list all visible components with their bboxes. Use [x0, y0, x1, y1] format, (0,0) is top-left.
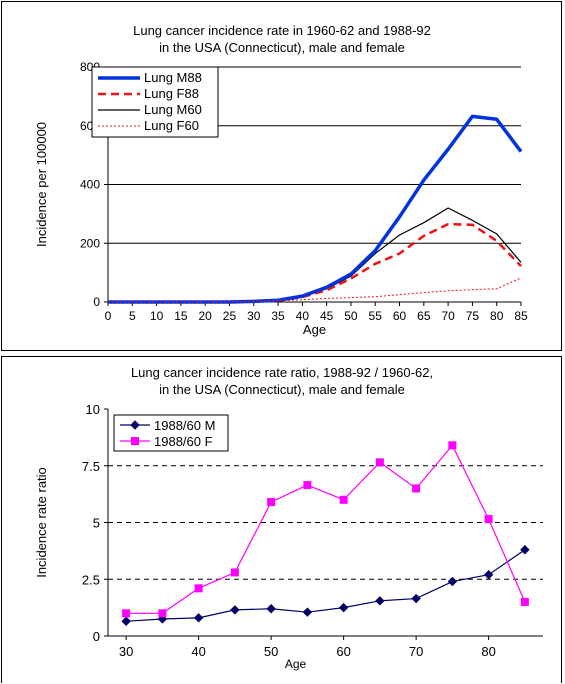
x-axis-label: Age [285, 657, 307, 671]
data-point [447, 576, 458, 587]
y-tick-label: 0 [93, 629, 100, 644]
incidence-chart: Lung cancer incidence rate in 1960-62 an… [34, 23, 528, 337]
x-tick-label: 85 [514, 309, 528, 323]
y-tick-label: 7.5 [82, 459, 100, 474]
x-axis-label: Age [303, 322, 326, 337]
data-point [520, 597, 529, 606]
y-tick-label: 10 [86, 402, 100, 417]
chart-title: Lung cancer incidence rate in 1960-62 an… [133, 23, 431, 38]
x-tick-label: 60 [336, 644, 350, 659]
x-tick-label: 65 [417, 309, 431, 323]
data-point [266, 604, 276, 614]
legend-label: Lung F88 [144, 86, 199, 101]
data-point [302, 607, 313, 617]
series-line-2 [126, 444, 526, 614]
y-axis-label: Incidence per 100000 [34, 122, 49, 247]
chart-subtitle: in the USA (Connecticut), male and femal… [159, 382, 405, 397]
x-tick-label: 0 [105, 309, 112, 323]
x-tick-label: 30 [247, 309, 261, 323]
legend-marker [131, 437, 139, 445]
data-point [483, 570, 494, 580]
x-tick-label: 35 [271, 309, 285, 323]
ratio-chart: Lung cancer incidence rate ratio, 1988-9… [34, 365, 543, 671]
y-tick-label: 5 [93, 516, 100, 531]
data-point [230, 605, 240, 615]
x-tick-label: 20 [198, 309, 212, 323]
data-point [122, 609, 131, 618]
legend-label: Lung F60 [144, 118, 199, 133]
y-tick-label: 2.5 [82, 572, 100, 587]
data-point [411, 593, 421, 604]
series-line-4 [108, 277, 522, 303]
legend-label: Lung M60 [144, 102, 202, 117]
data-point [267, 498, 276, 507]
x-tick-label: 80 [490, 309, 504, 323]
x-tick-label: 45 [320, 309, 334, 323]
y-axis-label: Incidence rate ratio [34, 467, 49, 578]
data-point [448, 441, 457, 450]
series-line-3 [108, 207, 522, 303]
incidence-chart-panel: Lung cancer incidence rate in 1960-62 an… [1, 1, 562, 351]
data-point [230, 568, 239, 577]
data-point [339, 495, 348, 504]
x-tick-label: 50 [344, 309, 358, 323]
y-tick-label: 0 [93, 295, 100, 309]
x-tick-label: 25 [223, 309, 237, 323]
legend-label: Lung M88 [144, 70, 202, 85]
x-tick-label: 50 [264, 644, 278, 659]
x-tick-label: 5 [129, 309, 136, 323]
ratio-chart-panel: Lung cancer incidence rate ratio, 1988-9… [1, 356, 562, 683]
data-point [303, 481, 312, 490]
data-point [375, 458, 384, 467]
x-tick-label: 80 [481, 644, 495, 659]
x-tick-label: 55 [369, 309, 383, 323]
data-point [193, 613, 204, 623]
data-point [484, 515, 493, 524]
data-point [194, 584, 203, 593]
x-tick-label: 15 [174, 309, 188, 323]
data-point [375, 596, 385, 606]
chart-title: Lung cancer incidence rate ratio, 1988-9… [131, 365, 433, 380]
x-tick-label: 75 [466, 309, 480, 323]
data-point [412, 484, 421, 493]
data-point [121, 616, 131, 626]
data-point [158, 609, 167, 618]
series-line-1 [126, 549, 526, 622]
data-point [520, 545, 530, 555]
legend-label: 1988/60 M [154, 418, 215, 433]
x-tick-label: 10 [150, 309, 164, 323]
chart-subtitle: in the USA (Connecticut), male and femal… [159, 40, 405, 55]
legend-marker [130, 420, 140, 430]
x-tick-label: 30 [119, 644, 133, 659]
x-tick-label: 70 [409, 644, 423, 659]
x-tick-label: 40 [296, 309, 310, 323]
legend-label: 1988/60 F [154, 434, 213, 449]
data-point [338, 602, 349, 613]
x-tick-label: 40 [191, 644, 205, 659]
x-tick-label: 70 [441, 309, 455, 323]
series-line-1 [108, 114, 523, 304]
y-tick-label: 400 [80, 178, 100, 192]
y-tick-label: 200 [80, 236, 100, 250]
x-tick-label: 60 [393, 309, 407, 323]
